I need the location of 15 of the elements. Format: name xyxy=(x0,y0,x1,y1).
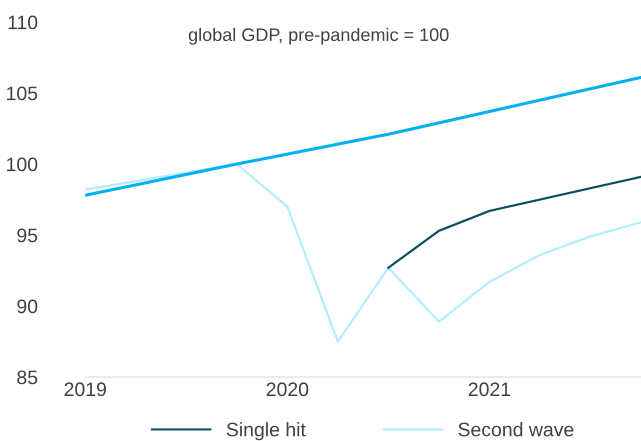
legend-label: Second wave xyxy=(458,422,574,436)
y-tick-label: 85 xyxy=(17,370,38,384)
y-tick-label: 110 xyxy=(8,16,38,30)
y-tick-label: 90 xyxy=(17,300,38,314)
x-tick-label: 2021 xyxy=(468,382,510,396)
x-tick-label: 2020 xyxy=(266,382,308,396)
y-tick-label: 95 xyxy=(17,228,38,242)
line-series xyxy=(85,162,641,343)
x-tick-label: 2019 xyxy=(64,382,106,396)
y-tick-label: 100 xyxy=(7,158,38,172)
y-tick-label: 105 xyxy=(7,86,38,100)
line-series xyxy=(85,76,641,197)
line-series xyxy=(387,176,641,269)
chart-title: global GDP, pre-pandemic = 100 xyxy=(188,28,449,45)
legend-label: Single hit xyxy=(226,422,306,440)
